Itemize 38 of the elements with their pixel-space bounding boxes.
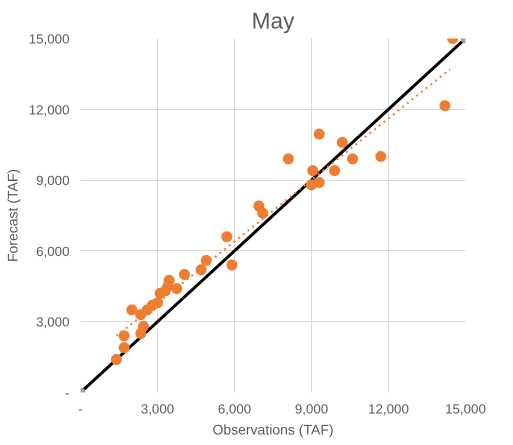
- point: [196, 264, 207, 276]
- chart-title: May: [252, 8, 296, 34]
- point: [118, 342, 130, 354]
- point: [347, 153, 358, 164]
- x-tick-label: 6,000: [218, 402, 252, 416]
- point: [314, 176, 325, 188]
- point: [171, 283, 182, 294]
- point: [200, 254, 212, 266]
- point: [162, 280, 174, 292]
- point: [138, 320, 149, 332]
- y-axis-title: Forecast (TAF): [4, 168, 21, 262]
- y-tick-label: 6,000: [36, 244, 70, 259]
- x-tick-label: 3,000: [140, 402, 174, 416]
- point: [336, 136, 348, 148]
- point: [226, 260, 238, 271]
- x-tick-label: -: [78, 402, 83, 416]
- y-tick-label: 12,000: [28, 102, 70, 118]
- x-tick-label: 15,000: [445, 402, 486, 416]
- y-tick-label: 9,000: [36, 173, 70, 188]
- point: [314, 128, 325, 140]
- point: [221, 231, 232, 242]
- point: [375, 151, 386, 162]
- point: [307, 165, 318, 176]
- point: [439, 100, 450, 112]
- y-tick-label: 15,000: [28, 32, 70, 46]
- y-tick-label: 3,000: [36, 314, 70, 330]
- point: [110, 354, 122, 365]
- point: [257, 208, 268, 219]
- x-tick-label: 12,000: [368, 402, 409, 416]
- point: [329, 165, 340, 176]
- point: [126, 304, 138, 316]
- y-tick-label: -: [65, 386, 70, 400]
- point: [152, 297, 163, 308]
- point: [178, 269, 190, 280]
- point: [118, 330, 130, 342]
- x-axis-title: Observations (TAF): [212, 422, 334, 438]
- point: [282, 153, 294, 164]
- x-tick-label: 9,000: [294, 402, 328, 416]
